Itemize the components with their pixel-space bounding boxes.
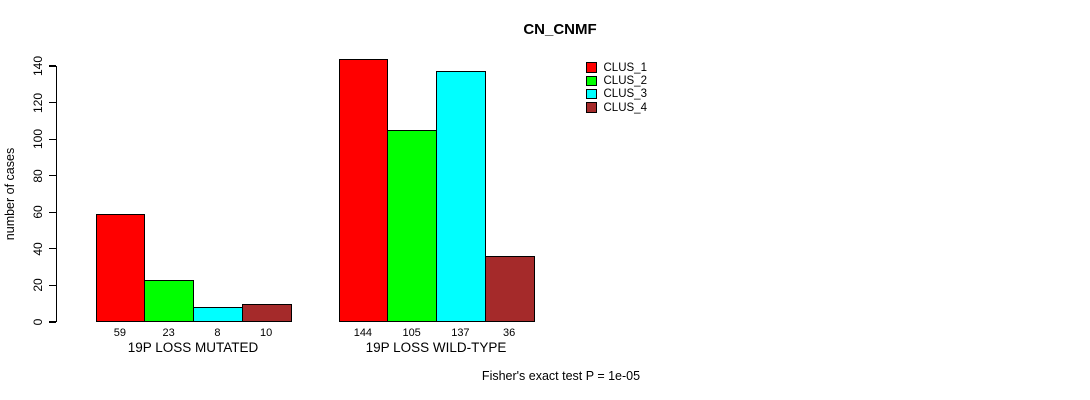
legend-label: CLUS_2 bbox=[603, 74, 647, 87]
legend-item: CLUS_4 bbox=[586, 101, 647, 114]
x-axis-group-label: 19P LOSS MUTATED bbox=[127, 340, 259, 355]
bar bbox=[338, 58, 389, 322]
x-axis-group-label: 19P LOSS WILD-TYPE bbox=[365, 340, 507, 355]
y-axis-tick bbox=[49, 138, 56, 140]
y-axis-line bbox=[56, 66, 58, 322]
chart-title: CN_CNMF bbox=[523, 21, 597, 38]
legend: CLUS_1 CLUS_2 CLUS_3 CLUS_4 bbox=[586, 61, 647, 114]
bar bbox=[387, 130, 437, 322]
annotation-text: Fisher's exact test P = 1e-05 bbox=[481, 369, 641, 383]
bar bbox=[95, 214, 146, 322]
y-axis-tick-label: 140 bbox=[31, 55, 45, 77]
y-axis-tick-label: 60 bbox=[31, 205, 45, 219]
y-axis-tick bbox=[49, 321, 56, 323]
bar-value-label: 10 bbox=[260, 327, 273, 339]
y-axis-tick-label: 40 bbox=[31, 242, 45, 256]
y-axis-tick bbox=[49, 101, 56, 104]
bar bbox=[436, 71, 486, 322]
legend-swatch-clus_1 bbox=[586, 62, 597, 73]
bar bbox=[193, 307, 243, 322]
bar-value-label: 8 bbox=[214, 327, 221, 339]
y-axis-tick-label: 0 bbox=[31, 318, 45, 326]
y-axis-tick-label: 120 bbox=[31, 92, 45, 113]
legend-swatch-clus_4 bbox=[586, 102, 597, 113]
y-axis-tick bbox=[49, 248, 56, 250]
bar bbox=[484, 256, 535, 322]
y-axis-tick bbox=[49, 175, 56, 177]
bar bbox=[144, 279, 194, 322]
y-axis-tick bbox=[49, 284, 56, 287]
legend-item: CLUS_2 bbox=[586, 74, 647, 87]
legend-swatch-clus_2 bbox=[586, 75, 597, 87]
legend-label: CLUS_3 bbox=[603, 88, 647, 101]
y-axis-tick-label: 100 bbox=[31, 129, 45, 150]
y-axis-tick-label: 20 bbox=[31, 278, 45, 293]
y-axis-title: number of cases bbox=[3, 147, 17, 241]
legend-label: CLUS_1 bbox=[603, 61, 647, 74]
legend-label: CLUS_4 bbox=[603, 101, 647, 114]
bar-value-label: 23 bbox=[162, 327, 175, 339]
y-axis-tick-label: 80 bbox=[31, 169, 45, 183]
y-axis-tick bbox=[49, 65, 56, 67]
y-axis-tick bbox=[49, 211, 56, 213]
legend-item: CLUS_1 bbox=[586, 61, 647, 74]
bar-value-label: 137 bbox=[451, 327, 470, 339]
bar-value-label: 59 bbox=[113, 327, 126, 339]
legend-item: CLUS_3 bbox=[586, 88, 647, 101]
bar-value-label: 36 bbox=[503, 327, 516, 339]
legend-swatch-clus_3 bbox=[586, 88, 597, 100]
bar-value-label: 144 bbox=[353, 327, 373, 339]
bar-value-label: 105 bbox=[402, 327, 421, 339]
bar bbox=[241, 303, 292, 322]
